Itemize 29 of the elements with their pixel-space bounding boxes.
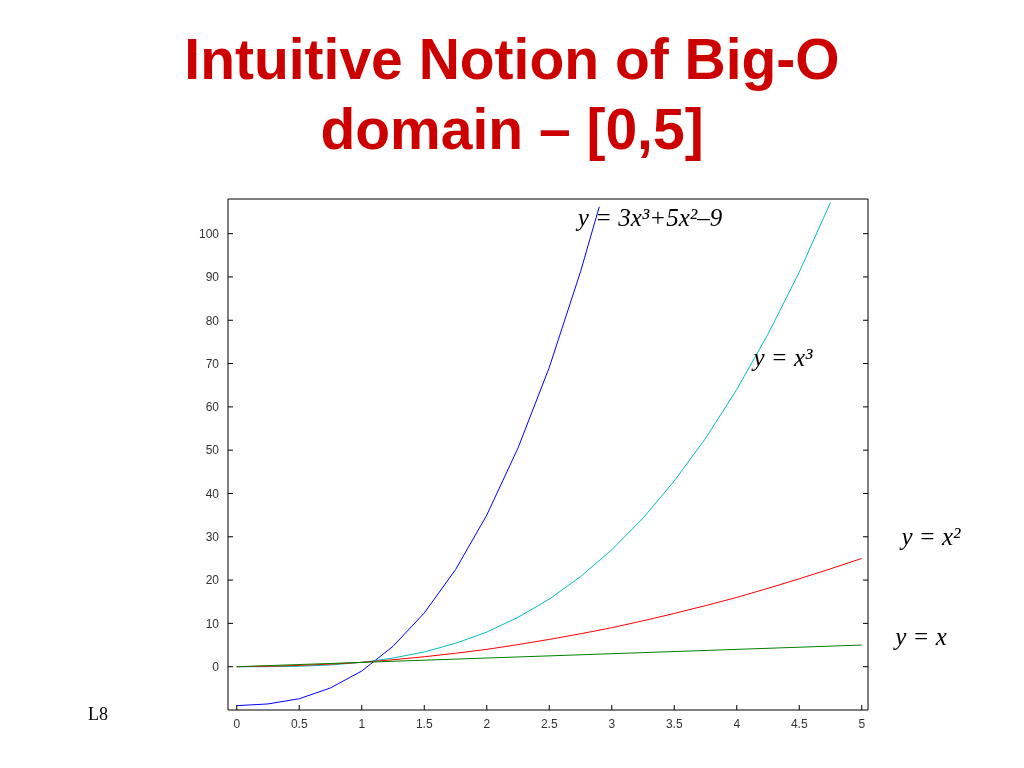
series-label: y = 3x³+5x²–9: [577, 204, 723, 232]
x-tick-label: 0.5: [290, 716, 308, 731]
x-tick-label: 5: [858, 716, 866, 731]
y-tick-label: 0: [212, 659, 220, 674]
y-tick-label: 100: [198, 226, 220, 241]
x-tick-label: 3: [608, 716, 616, 731]
chart-title: Intuitive Notion of Big-O: [183, 26, 841, 93]
x-tick-label: 3.5: [665, 716, 683, 731]
x-tick-label: 4.5: [790, 716, 808, 731]
x-tick-label: 1.5: [415, 716, 433, 731]
y-tick-label: 20: [205, 573, 220, 588]
x-tick-label: 2: [483, 716, 491, 731]
y-tick-label: 60: [205, 400, 220, 415]
x-tick-label: 4: [733, 716, 741, 731]
text: L8: [88, 704, 108, 725]
x-tick-label: 1: [358, 716, 366, 731]
y-tick-label: 30: [205, 530, 220, 545]
y-tick-label: 80: [205, 313, 220, 328]
y-tick-label: 10: [205, 616, 220, 631]
x-tick-label: 0: [233, 716, 241, 731]
chart-subtitle: domain – [0,5]: [319, 96, 705, 163]
y-tick-label: 50: [205, 443, 220, 458]
series-label: y = x²: [901, 523, 961, 551]
y-tick-label: 40: [205, 486, 220, 501]
x-tick-label: 2.5: [540, 716, 558, 731]
y-tick-label: 70: [205, 356, 220, 371]
series-label: y = x³: [753, 344, 813, 372]
series-label: y = x: [895, 623, 947, 651]
y-tick-label: 90: [205, 270, 220, 285]
